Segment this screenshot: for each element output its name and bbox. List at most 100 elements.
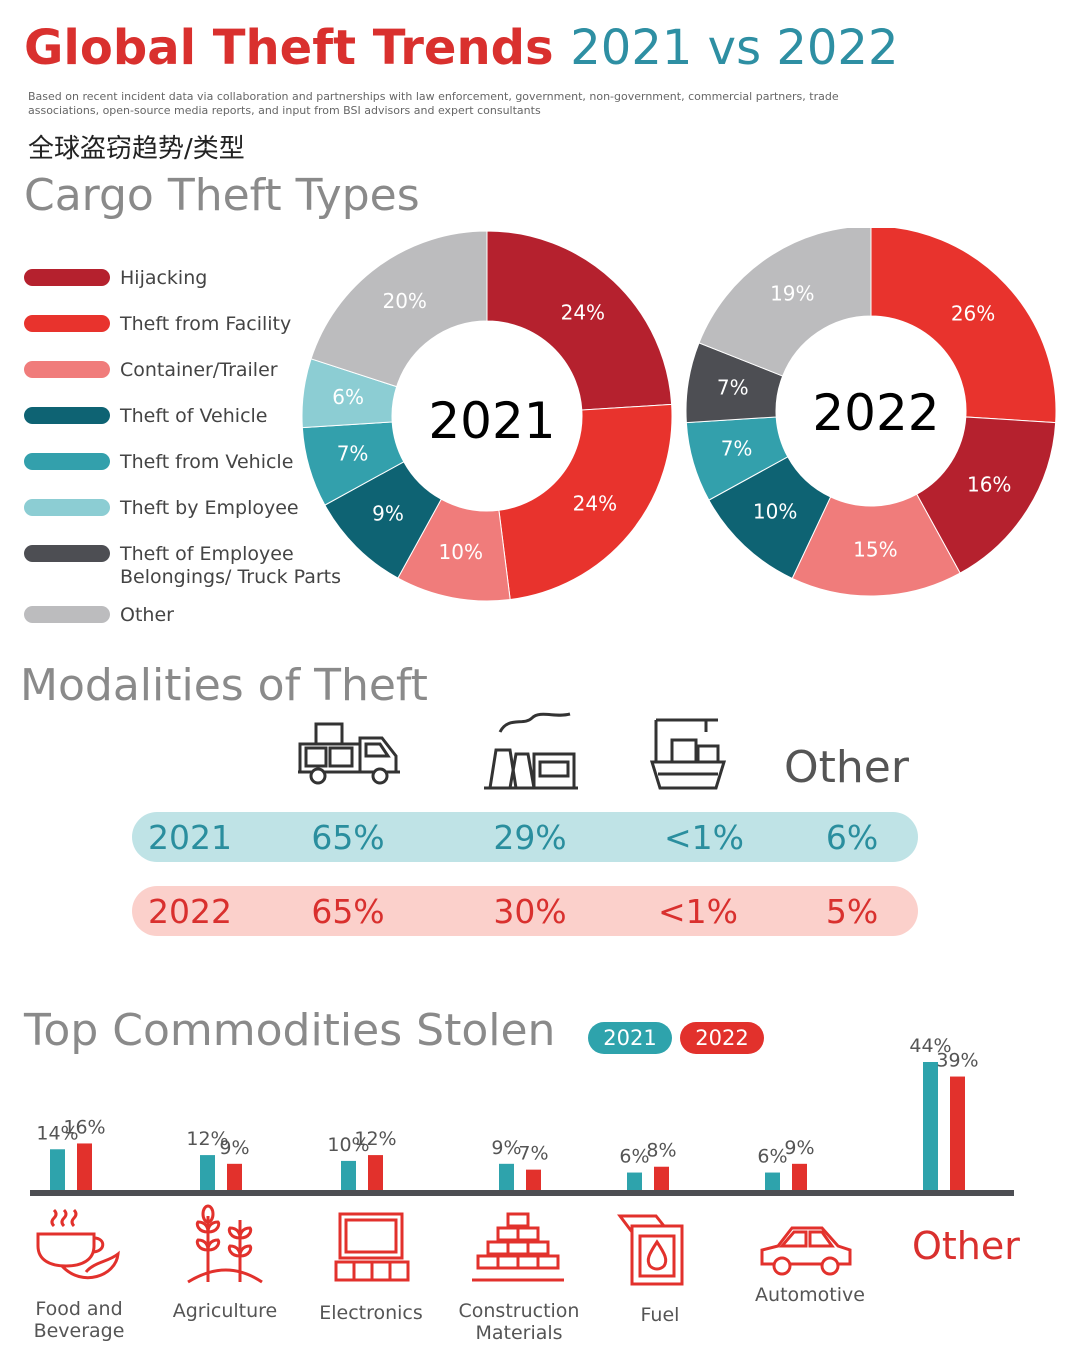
legend-label: Theft of Vehicle [120, 405, 268, 427]
category-label-food-text: Food and Beverage [33, 1298, 125, 1342]
legend-swatch [24, 315, 110, 332]
legend-item-other: Other [24, 604, 360, 627]
bar-2022-construction-materials [526, 1169, 541, 1190]
slice-label-theft-from-vehicle: 7% [721, 437, 753, 461]
chinese-subtitle: 全球盗窃趋势/类型 [28, 134, 245, 164]
row-2021-year: 2021 [148, 818, 232, 857]
truck-icon [298, 722, 400, 785]
bar-2021-construction-materials [499, 1163, 514, 1190]
section-commodities-title: Top Commodities Stolen [24, 1005, 556, 1056]
bar-label-2022-food-and-beverage: 16% [63, 1116, 105, 1138]
slice-label-hijacking: 16% [967, 473, 1011, 497]
row-2021-facility: 29% [493, 818, 567, 857]
donut-2022: 26% 16% 15% 10% 7% 7% 19% 2022 [685, 228, 1057, 597]
bar-label-2021-other: 44% [909, 1035, 951, 1057]
legend-label: Theft of Employee Belongings/ Truck Part… [120, 543, 342, 588]
row-2022-ship: <1% [657, 892, 739, 931]
subtitle: Based on recent incident data via collab… [28, 90, 839, 117]
slice-label-theft-from-facility: 26% [951, 302, 995, 326]
donut-2022-center-label: 2022 [812, 384, 939, 442]
section-modalities-title: Modalities of Theft [20, 660, 428, 711]
legend-2021-pill: 2021 [588, 1022, 672, 1054]
bar-label-2021-electronics: 10% [327, 1134, 369, 1156]
car-icon [760, 1226, 852, 1276]
slice-label-hijacking: 24% [561, 300, 605, 324]
bar-2022-other [950, 1076, 965, 1190]
legend-label: Container/Trailer [120, 359, 278, 381]
legend-swatch [24, 407, 110, 424]
wheat-icon [187, 1204, 263, 1284]
fuel-can-icon [617, 1214, 684, 1286]
slice-hijacking [486, 230, 673, 411]
bar-2022-agriculture [227, 1163, 242, 1190]
coffee-croissant-icon [36, 1208, 120, 1280]
legend-item-hijacking: Hijacking [24, 267, 360, 290]
donut-2021-center-label: 2021 [428, 392, 555, 450]
category-label-construction-text: Construction Materials [458, 1300, 580, 1344]
legend-label: Other [120, 604, 174, 626]
category-label-construction: Construction Materials [449, 1300, 589, 1344]
legend-item-theft-from-facility: Theft from Facility [24, 313, 360, 336]
legend-item-container-trailer: Container/Trailer [24, 359, 360, 382]
row-2022-truck: 65% [311, 892, 385, 931]
commodities-bar-chart: 14% 12% 10% 9% 6% 6%44%16%9% 12%7% 8% 9%39% [30, 1035, 1014, 1196]
bar-2022-electronics [368, 1155, 383, 1190]
legend-swatch [24, 545, 110, 562]
slice-label-theft-of-vehicle: 10% [753, 500, 797, 524]
slice-label-other: 19% [770, 282, 814, 306]
row-2022-facility: 30% [493, 892, 567, 931]
bar-label-2022-automotive: 9% [784, 1137, 814, 1159]
slice-label-theft-from-vehicle: 7% [337, 442, 369, 466]
bar-label-2021-construction-materials: 9% [491, 1137, 521, 1159]
slice-theft-from-facility [498, 403, 673, 601]
slice-label-container-trailer: 15% [853, 537, 897, 561]
bar-2021-other [923, 1062, 938, 1190]
row-2022-other: 5% [825, 892, 879, 931]
category-label-agriculture: Agriculture [172, 1300, 278, 1322]
bar-label-2022-agriculture: 9% [219, 1137, 249, 1159]
section-cargo-title: Cargo Theft Types [24, 170, 420, 221]
bar-label-2021-fuel: 6% [619, 1146, 649, 1168]
title-main: Global Theft Trends [24, 20, 554, 76]
category-label-automotive: Automotive [755, 1284, 865, 1306]
slice-theft-from-facility [870, 228, 1057, 424]
legend-swatch [24, 499, 110, 516]
legend-label: Hijacking [120, 267, 208, 289]
factory-icon [484, 712, 578, 790]
legend-label: Theft from Vehicle [120, 451, 294, 473]
bar-label-2022-construction-materials: 7% [518, 1143, 548, 1165]
slice-other [310, 230, 488, 388]
bar-2022-automotive [792, 1163, 807, 1190]
legend-item-theft-from-vehicle: Theft from Vehicle [24, 451, 360, 474]
legend-item-theft-by-employee: Theft by Employee [24, 497, 360, 520]
bar-2021-automotive [765, 1172, 780, 1190]
category-label-electronics: Electronics [319, 1302, 423, 1324]
row-2021-ship: <1% [663, 818, 745, 857]
bar-2021-food-and-beverage [50, 1149, 65, 1190]
legend-swatch [24, 453, 110, 470]
modalities-row-2021: 2021 65% 29% <1% 6% [132, 812, 918, 862]
row-2021-truck: 65% [311, 818, 385, 857]
slice-label-theft-of-vehicle: 9% [372, 501, 404, 525]
legend-label: Theft by Employee [120, 497, 299, 519]
ship-icon [649, 718, 727, 790]
bar-label-2021-automotive: 6% [757, 1146, 787, 1168]
bar-label-2022-electronics: 12% [354, 1128, 396, 1150]
bar-label-2021-agriculture: 12% [186, 1128, 228, 1150]
bar-chart-baseline [30, 1190, 1014, 1196]
slice-label-theft-of-employee-belongings-truck-parts: 7% [717, 376, 749, 400]
row-2022-year: 2022 [148, 892, 232, 931]
title-years: 2021 vs 2022 [570, 20, 899, 76]
bar-2021-agriculture [200, 1155, 215, 1190]
row-2021-other: 6% [825, 818, 879, 857]
bar-2021-fuel [627, 1172, 642, 1190]
computer-icon [334, 1212, 410, 1282]
bar-2022-food-and-beverage [77, 1143, 92, 1190]
legend-swatch [24, 606, 110, 623]
page-title: Global Theft Trends 2021 vs 2022 [24, 20, 899, 76]
legend-label: Theft from Facility [120, 313, 292, 335]
donut-2021: 24% 24% 10% 9% 7% 6% 20% 2021 [301, 230, 673, 602]
bar-label-2021-food-and-beverage: 14% [36, 1122, 78, 1144]
modalities-row-2022: 2022 65% 30% <1% 5% [132, 886, 918, 936]
slice-other [698, 228, 872, 377]
